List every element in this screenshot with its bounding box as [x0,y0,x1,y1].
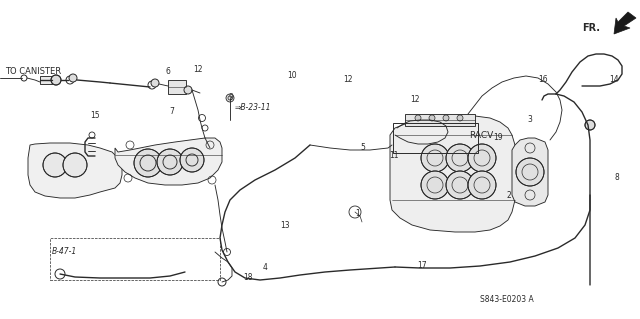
Circle shape [226,94,234,102]
Polygon shape [115,138,222,185]
Circle shape [468,171,496,199]
Text: 18: 18 [243,273,253,283]
Text: 17: 17 [417,261,427,270]
Text: 2: 2 [507,190,511,199]
Text: TO CANISTER: TO CANISTER [5,68,61,77]
Circle shape [421,171,449,199]
Circle shape [585,120,595,130]
Text: RACV: RACV [469,130,493,139]
Text: FR.: FR. [582,23,600,33]
Circle shape [457,115,463,121]
Text: 6: 6 [166,68,170,77]
Polygon shape [512,138,548,206]
Text: 3: 3 [527,115,532,124]
Circle shape [63,153,87,177]
Text: 13: 13 [280,220,290,229]
Text: 5: 5 [360,144,365,152]
Circle shape [429,115,435,121]
Polygon shape [28,143,122,198]
Circle shape [468,144,496,172]
Bar [393,123,478,153]
Text: 12: 12 [410,95,420,105]
Bar [168,80,186,94]
Text: S843-E0203 A: S843-E0203 A [480,295,534,305]
Text: 10: 10 [287,70,297,79]
Text: 12: 12 [343,76,353,85]
Circle shape [134,149,162,177]
Text: 1: 1 [356,210,360,219]
Text: B-47-1: B-47-1 [52,248,77,256]
Circle shape [184,86,192,94]
Circle shape [443,115,449,121]
Circle shape [421,144,449,172]
Circle shape [51,75,61,85]
Circle shape [157,149,183,175]
Text: 16: 16 [538,76,548,85]
Text: 4: 4 [262,263,268,272]
Text: 8: 8 [614,174,620,182]
Bar [405,114,475,126]
Polygon shape [614,12,636,34]
Polygon shape [390,116,515,232]
Text: 11: 11 [389,151,399,160]
Text: 12: 12 [193,65,203,75]
Text: 9: 9 [228,93,234,102]
Bar [50,238,220,280]
Circle shape [180,148,204,172]
Text: 19: 19 [493,133,503,143]
Bar [40,76,52,84]
Circle shape [43,153,67,177]
Circle shape [446,171,474,199]
Circle shape [415,115,421,121]
Text: 14: 14 [609,76,619,85]
Text: ⇒B-23-11: ⇒B-23-11 [235,103,271,113]
Circle shape [446,144,474,172]
Circle shape [516,158,544,186]
Text: 15: 15 [90,110,100,120]
Circle shape [69,74,77,82]
Text: 7: 7 [170,108,175,116]
Circle shape [151,79,159,87]
